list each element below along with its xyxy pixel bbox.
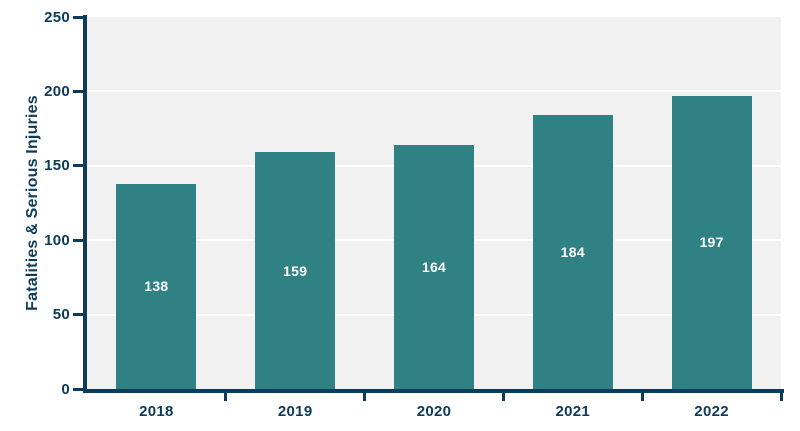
y-tick: [73, 238, 83, 242]
y-tick-label: 0: [61, 380, 70, 398]
bar: 184: [532, 115, 613, 389]
x-tick: [779, 393, 783, 401]
x-tick: [501, 393, 505, 401]
x-axis-label: 2022: [694, 403, 729, 420]
bar: 164: [394, 144, 474, 389]
y-tick-label: 50: [52, 306, 70, 324]
x-tick: [363, 393, 367, 401]
y-tick-label: 200: [44, 82, 70, 100]
x-axis-label: 2019: [277, 403, 313, 420]
x-axis-label: 2021: [555, 403, 591, 420]
y-tick-label: 100: [44, 231, 70, 249]
bar: 197: [671, 95, 752, 389]
x-tick: [640, 393, 644, 401]
y-tick-label: 250: [44, 8, 70, 26]
bar: 159: [255, 152, 336, 389]
y-tick: [73, 313, 83, 317]
bar-value-label: 138: [144, 278, 169, 295]
plot-area: 138 159 164 184 197: [87, 17, 781, 389]
y-tick: [73, 164, 83, 168]
bar: 138: [116, 183, 197, 389]
bar-value-label: 164: [421, 258, 447, 275]
y-axis-line: [83, 15, 87, 393]
y-tick: [73, 387, 83, 391]
bar-value-label: 197: [699, 234, 724, 251]
y-tick-label: 150: [44, 157, 70, 175]
y-tick: [73, 89, 83, 93]
x-axis-label: 2018: [139, 403, 174, 420]
bar-value-label: 184: [560, 244, 585, 261]
bar-value-label: 159: [283, 262, 308, 279]
y-gridline: [87, 90, 781, 93]
y-tick: [73, 15, 83, 19]
y-axis-title: Fatalities & Serious Injuries: [24, 95, 41, 311]
x-axis-line: [83, 389, 784, 393]
x-axis-label: 2020: [416, 403, 452, 420]
x-tick: [224, 393, 228, 401]
